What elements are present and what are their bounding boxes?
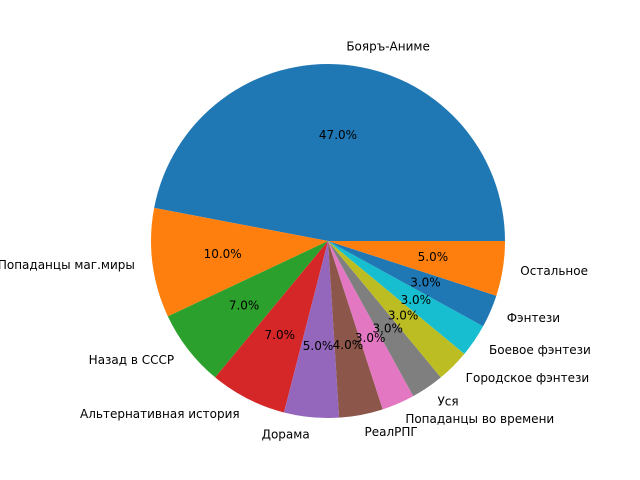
pie-slice-4 [215,241,328,413]
slice-pct-label-5: 5.0% [303,339,334,353]
pie-slice-9 [328,241,465,378]
pie-slice-3 [167,241,328,378]
pie-slices [151,64,506,418]
slice-label-4: Альтернативная история [80,407,240,421]
slice-label-8: Уся [437,395,458,409]
slice-label-10: Боевое фэнтези [489,343,591,357]
slice-label-7: Попаданцы во времени [405,412,554,426]
slice-pct-label-1: 47.0% [319,128,357,142]
slice-label-12: Остальное [520,264,588,278]
slice-label-1: Бояръ-Аниме [346,40,430,54]
slice-pct-label-6: 4.0% [333,338,364,352]
pie-slice-11 [328,241,497,327]
pie-slice-12 [328,241,506,296]
slice-label-5: Дорама [262,427,310,441]
pie-slice-2 [151,207,328,317]
slice-pct-label-4: 7.0% [265,328,296,342]
pie-slice-1 [154,64,505,242]
pie-slice-8 [328,241,441,397]
slice-pct-label-2: 10.0% [204,247,242,261]
slice-pct-label-9: 3.0% [388,309,419,323]
slice-pct-label-8: 3.0% [372,321,403,335]
slice-label-9: Городское фэнтези [466,371,590,385]
pie-slice-10 [328,241,484,354]
pie-labels: Бояръ-Аниме 47.0% Попаданцы маг.миры 10.0% Н… [0,40,591,442]
slice-pct-label-7: 3.0% [355,331,386,345]
pie-slice-6 [328,241,383,418]
slice-pct-label-10: 3.0% [401,293,432,307]
slice-pct-label-3: 7.0% [229,299,260,313]
slice-pct-label-11: 3.0% [410,276,441,290]
pie-slice-5 [283,241,340,418]
slice-label-6: РеалРПГ [364,425,417,439]
pie-slice-7 [328,241,414,410]
slice-pct-label-12: 5.0% [418,250,449,264]
slice-label-2: Попаданцы маг.миры [0,258,135,272]
slice-label-3: Назад в СССР [89,353,174,367]
slice-label-11: Фэнтези [507,311,560,325]
